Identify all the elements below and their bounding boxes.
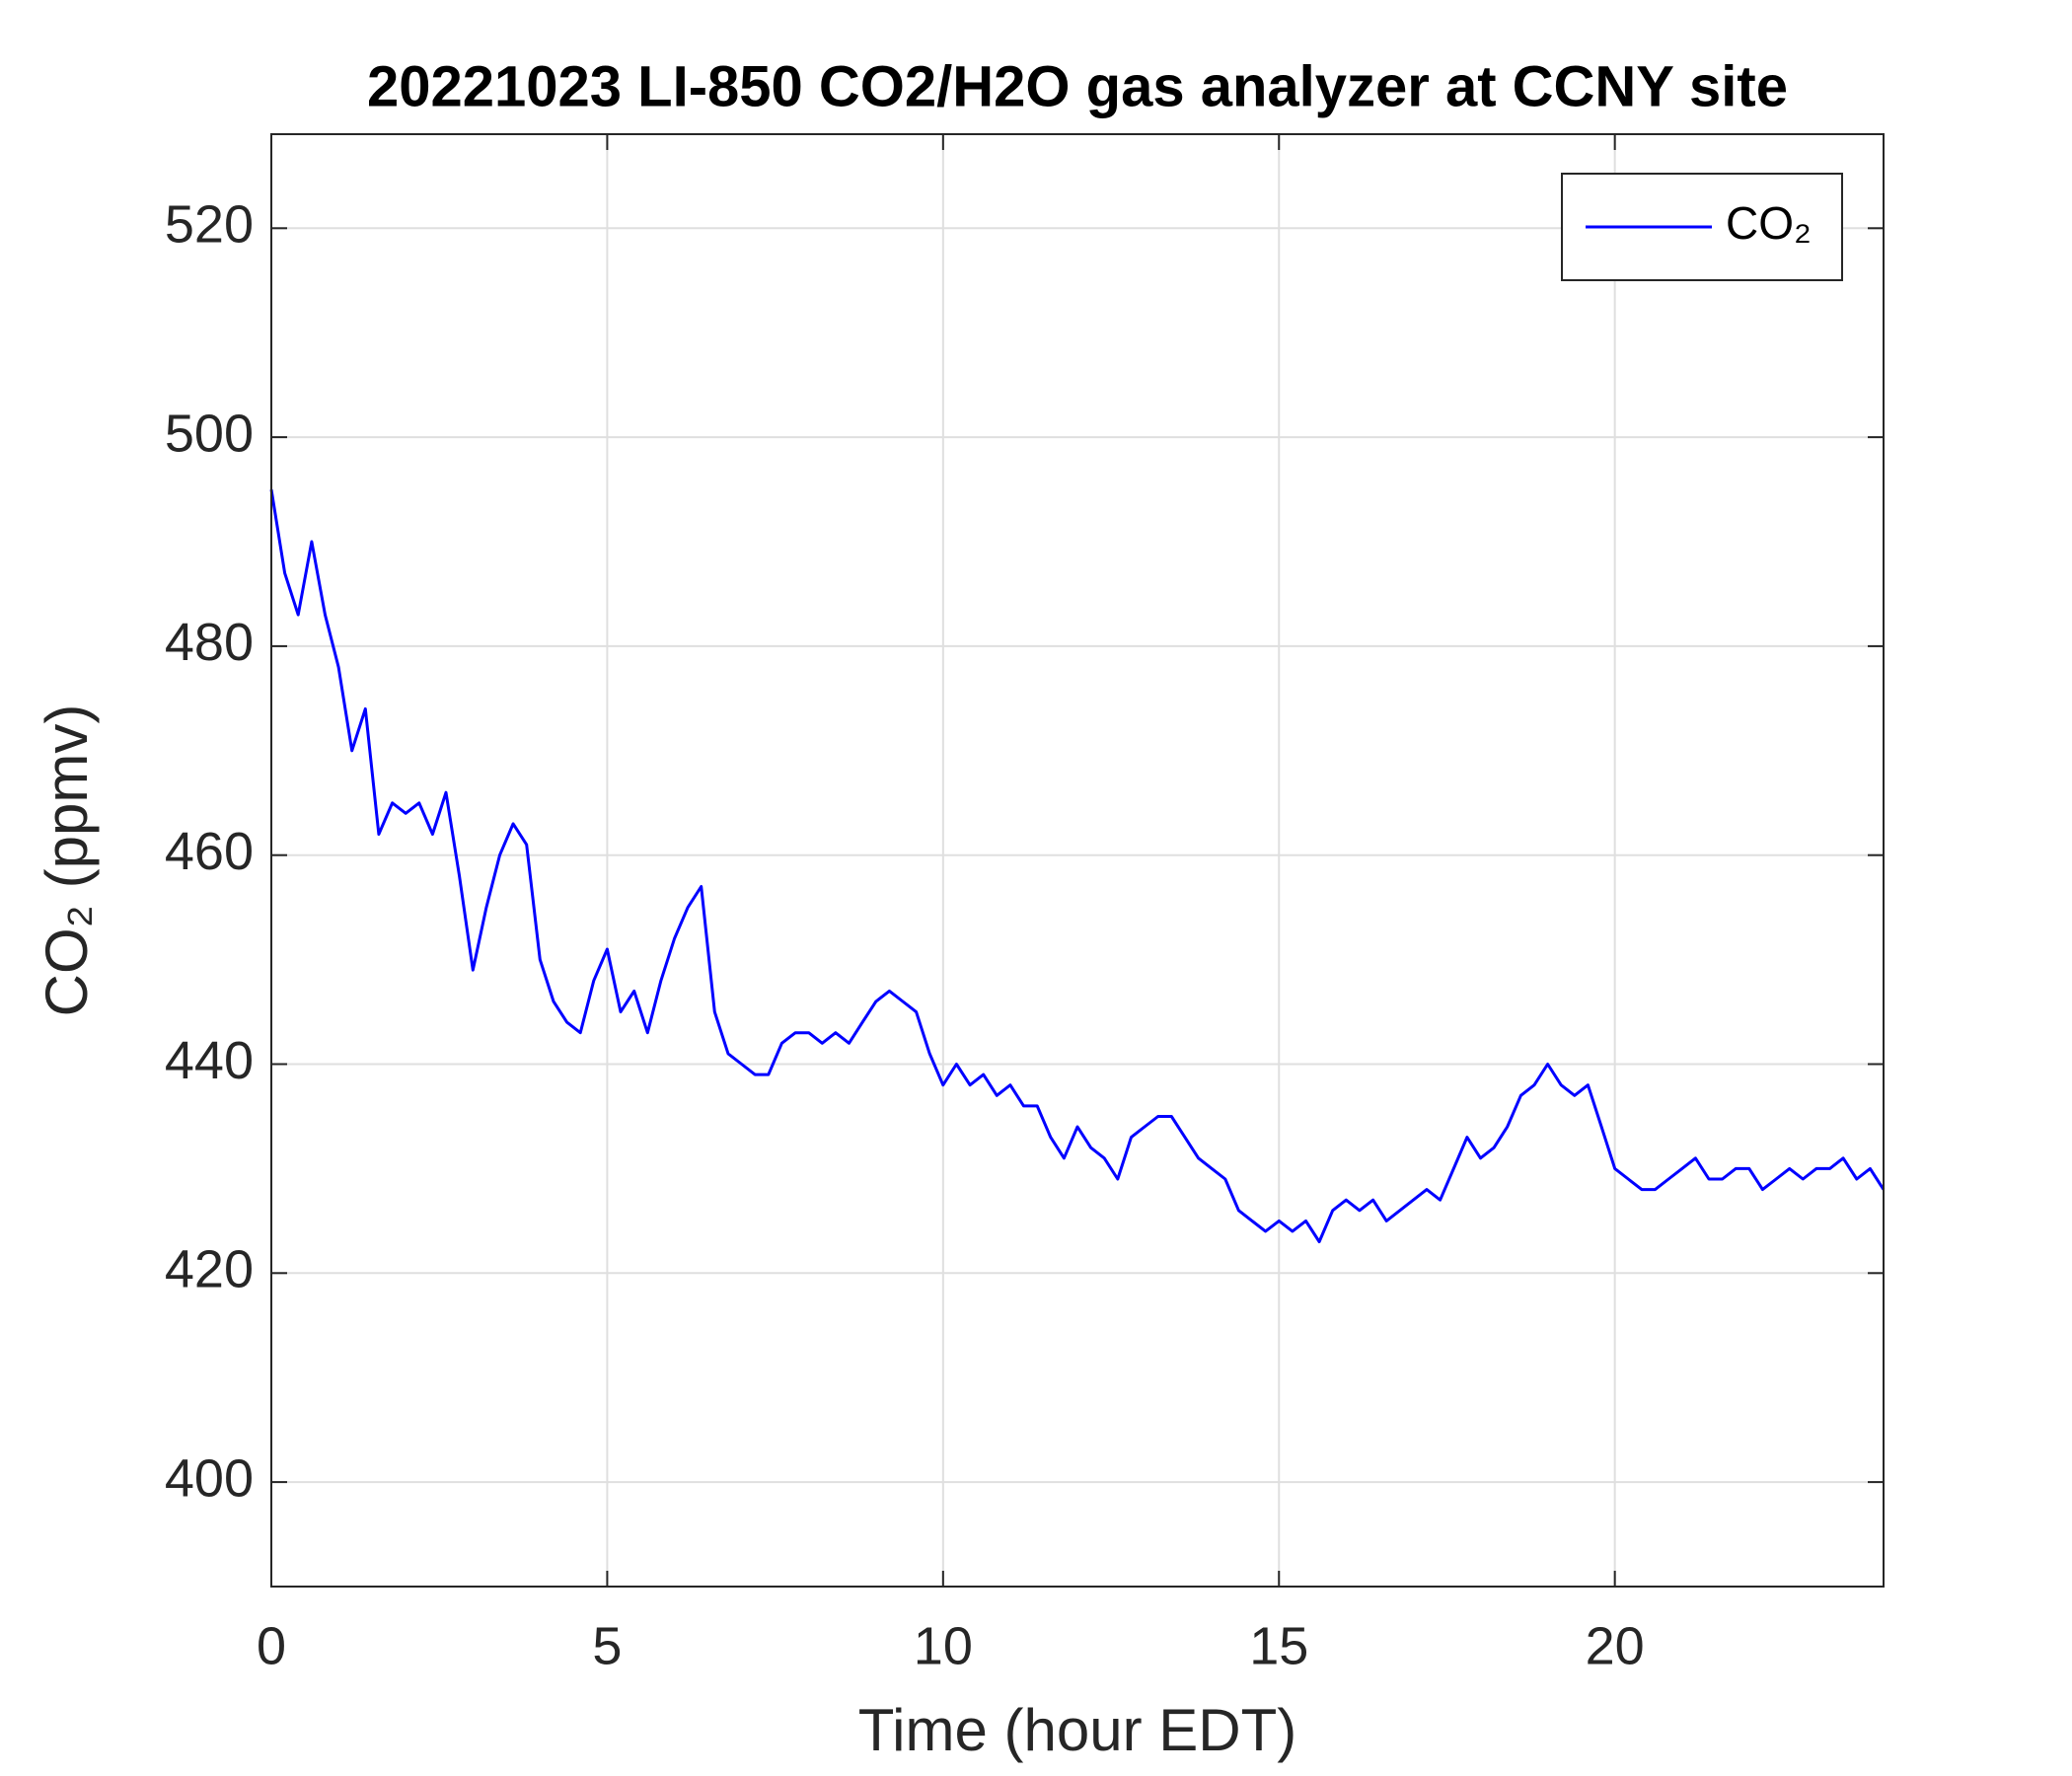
y-tick-label: 420 [165, 1240, 254, 1299]
y-tick-label: 500 [165, 404, 254, 463]
data-line [269, 488, 1886, 1243]
y-tick-label: 440 [165, 1031, 254, 1090]
x-tick-label: 5 [592, 1616, 622, 1675]
y-tick-label: 400 [165, 1448, 254, 1508]
x-tick-label: 0 [257, 1616, 286, 1675]
axes-frame [270, 133, 1885, 1588]
chart-title: 20221023 LI-850 CO2/H2O gas analyzer at … [367, 54, 1788, 118]
legend-label: CO₂ [1726, 197, 1812, 249]
x-axis-label: Time (hour EDT) [858, 1697, 1297, 1763]
x-tick-label: 10 [914, 1616, 973, 1675]
y-tick-label: 460 [165, 822, 254, 881]
x-tick-label: 20 [1586, 1616, 1645, 1675]
y-tick-label: 520 [165, 195, 254, 255]
x-tick-label: 15 [1249, 1616, 1308, 1675]
plot-area [271, 134, 1884, 1587]
y-tick-label: 480 [165, 613, 254, 672]
y-axis-label: CO₂ (ppmv) [34, 704, 100, 1017]
